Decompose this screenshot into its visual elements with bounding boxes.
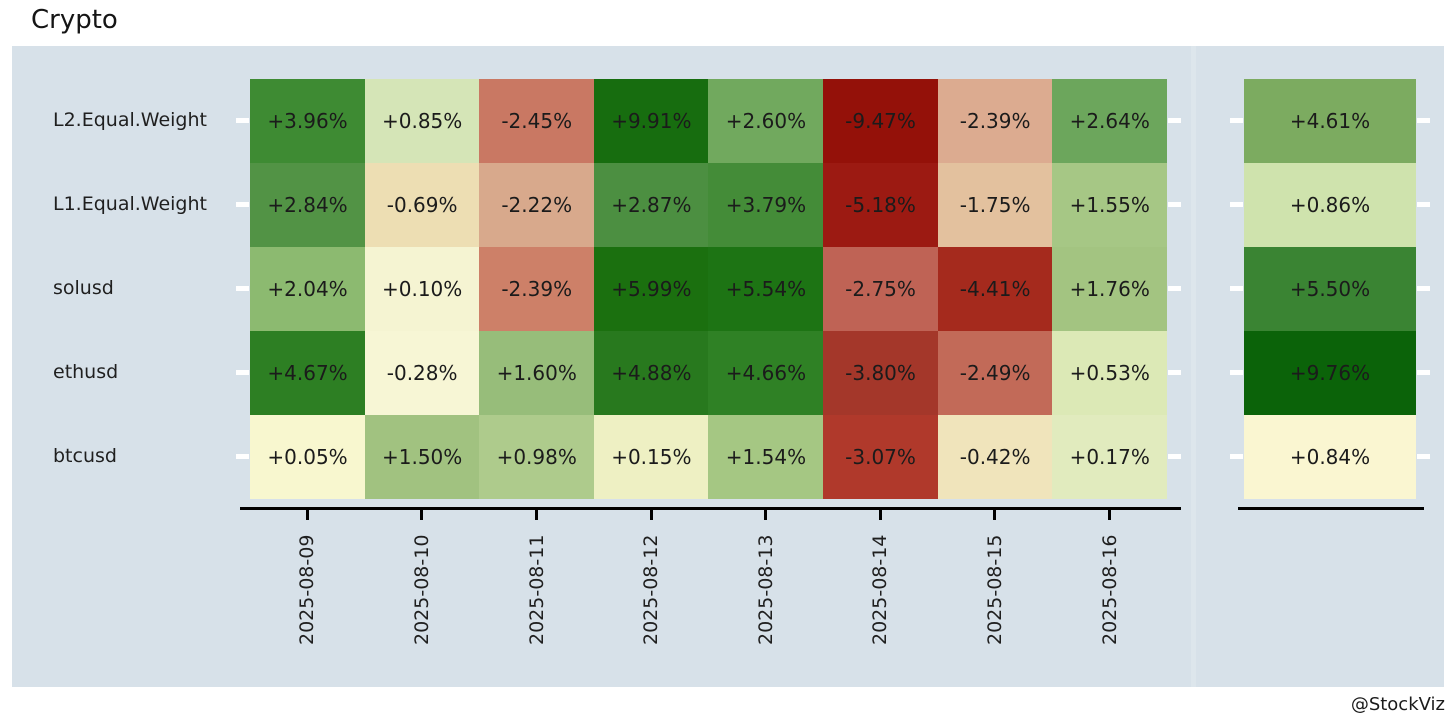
heatmap-cell: +0.10%	[364, 246, 480, 332]
facet-panel-divider	[1191, 46, 1196, 687]
row-label: L1.Equal.Weight	[53, 192, 207, 215]
y-axis-tick	[236, 286, 249, 292]
x-axis-date-label: 2025-08-10	[410, 534, 433, 645]
heatmap-cell: +4.66%	[708, 330, 824, 416]
y-axis-tick	[1167, 286, 1181, 292]
heatmap-cell: +1.55%	[1052, 162, 1168, 248]
heatmap-cell: -0.28%	[364, 330, 480, 416]
heatmap-cell: +4.88%	[593, 330, 709, 416]
x-axis-tick	[1108, 510, 1111, 520]
heatmap-cell: -2.22%	[479, 162, 595, 248]
x-axis-date-label: 2025-08-16	[1098, 534, 1121, 645]
heatmap-cell: -2.45%	[479, 79, 595, 164]
x-axis-date-label: 2025-08-15	[983, 534, 1006, 645]
plot-title: Crypto	[31, 5, 118, 35]
cumulative-cell: +9.76%	[1244, 330, 1416, 416]
heatmap-cell: +4.67%	[250, 330, 366, 416]
heatmap-cell: -2.39%	[479, 246, 595, 332]
y-axis-tick	[1417, 286, 1430, 292]
heatmap-cell: -1.75%	[937, 162, 1053, 248]
y-axis-tick	[1230, 202, 1243, 208]
heatmap-cell: -0.42%	[937, 414, 1053, 499]
row-label: ethusd	[53, 360, 119, 383]
y-axis-tick	[1167, 118, 1181, 124]
heatmap-cell: +1.76%	[1052, 246, 1168, 332]
x-axis-date-label: 2025-08-11	[525, 534, 548, 645]
y-axis-tick	[1417, 118, 1430, 124]
x-axis-tick	[649, 510, 653, 520]
cumulative-cell: +4.61%	[1244, 79, 1416, 164]
heatmap-cell: +3.96%	[250, 79, 366, 164]
heatmap-cell: -2.75%	[823, 246, 939, 332]
heatmap-cell: -5.18%	[823, 162, 939, 248]
heatmap-cell: +0.85%	[364, 79, 480, 164]
heatmap-cell: +3.79%	[708, 162, 824, 248]
heatmap-cell: +0.17%	[1052, 414, 1168, 499]
x-axis-tick	[993, 510, 997, 520]
row-label: btcusd	[53, 444, 117, 467]
y-axis-tick	[1230, 286, 1243, 292]
heatmap-cell: +1.54%	[708, 414, 824, 499]
cumulative-cell: +0.84%	[1244, 414, 1416, 499]
y-axis-tick	[236, 118, 249, 124]
x-axis-tick	[420, 510, 424, 520]
x-axis-date-label: 2025-08-14	[869, 534, 892, 645]
x-axis-line-cumulative	[1238, 507, 1424, 510]
x-axis-tick	[305, 510, 309, 520]
heatmap-cell: +0.15%	[593, 414, 709, 499]
stockviz-watermark: @StockViz	[1350, 694, 1445, 715]
y-axis-tick	[1167, 202, 1181, 208]
heatmap-cell: -3.07%	[823, 414, 939, 499]
heatmap-cell: +2.84%	[250, 162, 366, 248]
heatmap-cell: +5.54%	[708, 246, 824, 332]
y-axis-tick	[236, 454, 249, 460]
x-axis-tick	[878, 510, 882, 520]
cumulative-cell: +0.86%	[1244, 162, 1416, 248]
heatmap-cell: +1.50%	[364, 414, 480, 499]
row-label: solusd	[53, 276, 114, 299]
y-axis-tick	[1230, 454, 1243, 460]
y-axis-tick	[1417, 370, 1430, 376]
heatmap-cell: +2.64%	[1052, 79, 1168, 164]
x-axis-date-label: 2025-08-13	[754, 534, 777, 645]
x-axis-line-main	[240, 507, 1181, 510]
heatmap-cell: -0.69%	[364, 162, 480, 248]
heatmap-cell: +2.60%	[708, 79, 824, 164]
heatmap-cell: -9.47%	[823, 79, 939, 164]
y-axis-tick	[236, 370, 249, 376]
row-label: L2.Equal.Weight	[53, 108, 207, 131]
y-axis-tick	[1167, 370, 1181, 376]
y-axis-tick	[1230, 118, 1243, 124]
heatmap-cell: +2.87%	[593, 162, 709, 248]
heatmap-cell: +9.91%	[593, 79, 709, 164]
y-axis-tick	[1417, 202, 1430, 208]
x-axis-date-label: 2025-08-09	[296, 534, 319, 645]
y-axis-tick	[1417, 454, 1430, 460]
y-axis-tick	[236, 202, 249, 208]
heatmap-cell: -2.39%	[937, 79, 1053, 164]
heatmap-cell: +1.60%	[479, 330, 595, 416]
heatmap-cell: +2.04%	[250, 246, 366, 332]
y-axis-tick	[1167, 454, 1181, 460]
x-axis-date-label: 2025-08-12	[640, 534, 663, 645]
heatmap-cell: -2.49%	[937, 330, 1053, 416]
x-axis-tick	[535, 510, 538, 520]
y-axis-tick	[1230, 370, 1243, 376]
x-axis-tick	[764, 510, 768, 520]
heatmap-cell: +0.53%	[1052, 330, 1168, 416]
heatmap-cell: -3.80%	[823, 330, 939, 416]
heatmap-cell: +5.99%	[593, 246, 709, 332]
heatmap-cell: -4.41%	[937, 246, 1053, 332]
cumulative-cell: +5.50%	[1244, 246, 1416, 332]
heatmap-cell: +0.98%	[479, 414, 595, 499]
heatmap-cell: +0.05%	[250, 414, 366, 499]
